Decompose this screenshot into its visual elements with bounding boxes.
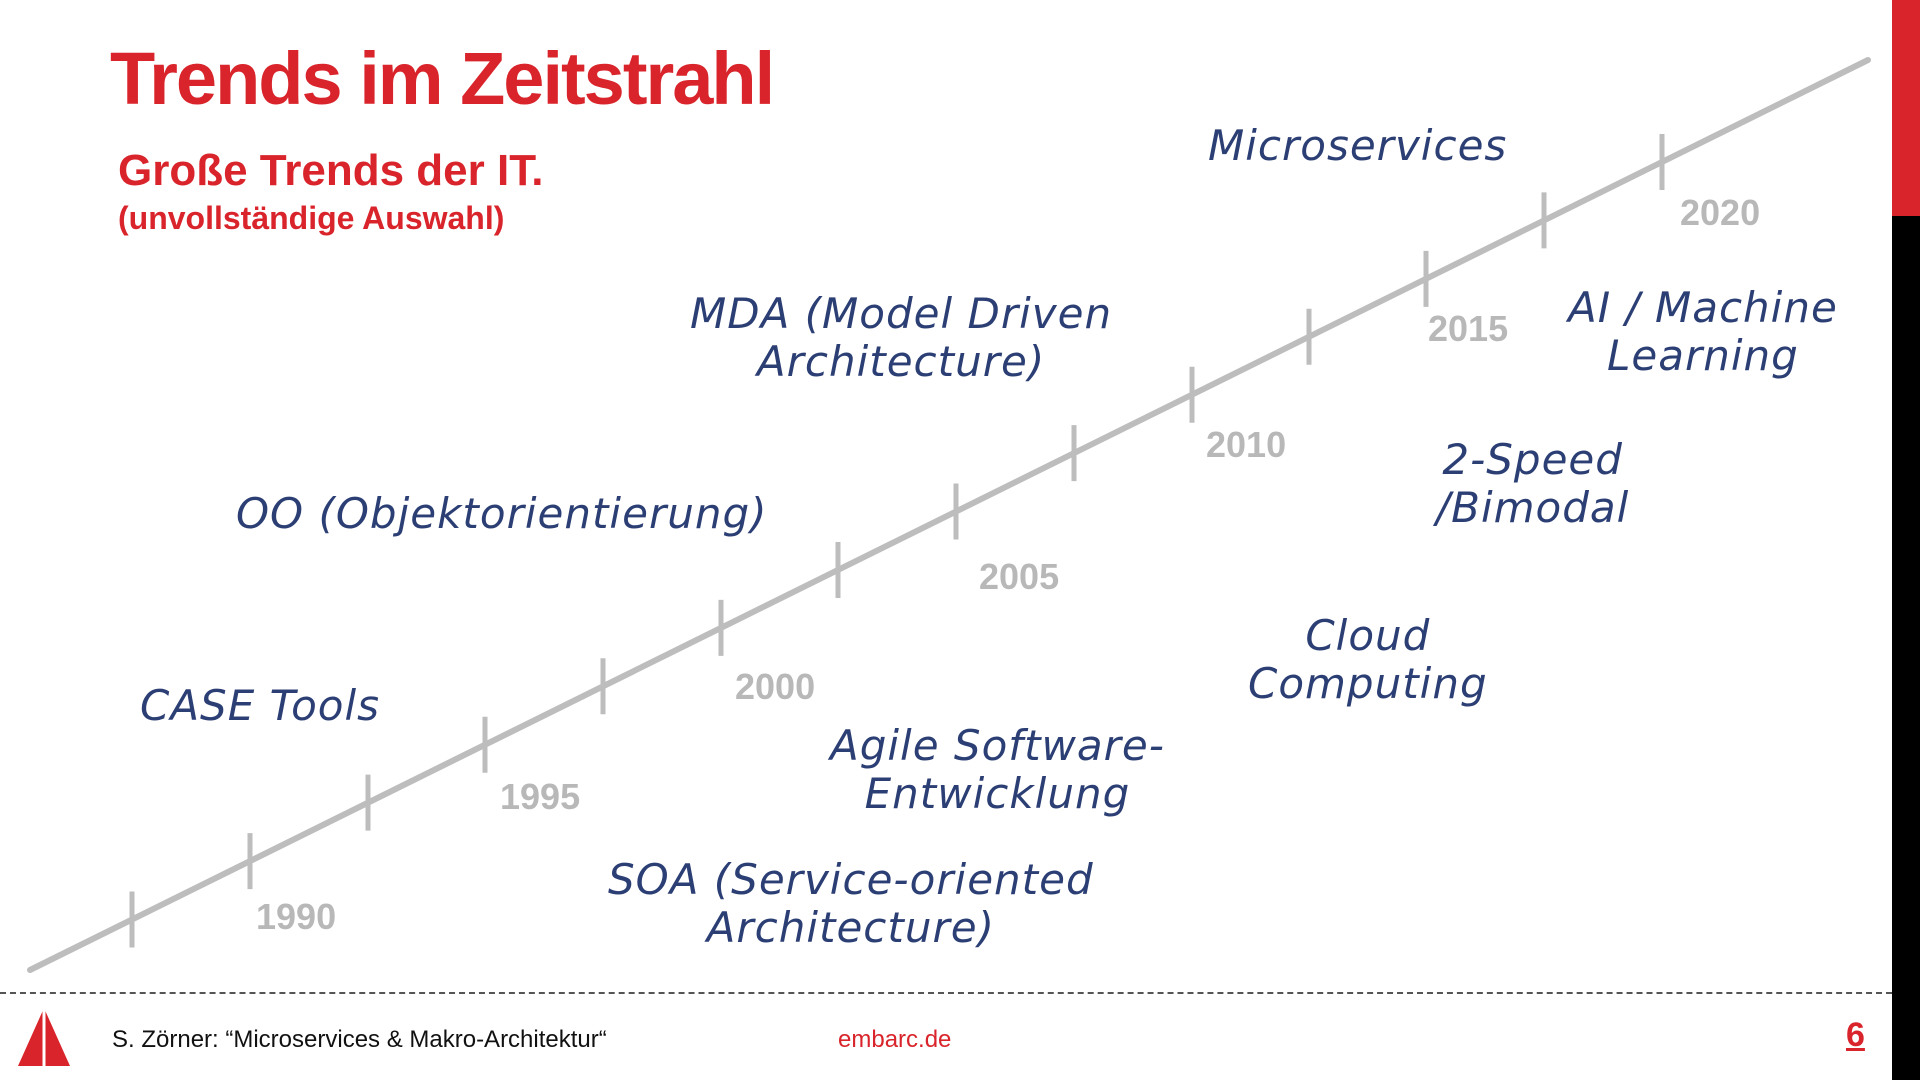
trend-cloud-computing: Cloud Computing xyxy=(1248,612,1488,708)
year-label-1990: 1990 xyxy=(256,896,337,937)
timeline-arrow xyxy=(27,57,1871,973)
year-label-1995: 1995 xyxy=(500,776,581,817)
trend-line: Cloud xyxy=(1305,611,1431,660)
trend-line: Agile Software- xyxy=(830,721,1165,770)
trend-line: OO (Objektorientierung) xyxy=(236,489,768,538)
footer-website: embarc.de xyxy=(838,1026,952,1053)
slide-subtitle-note: (unvollständige Auswahl) xyxy=(118,200,505,236)
side-accent-bar xyxy=(1892,0,1920,216)
trend-line: Microservices xyxy=(1208,121,1508,170)
slide-title: Trends im Zeitstrahl xyxy=(110,37,775,120)
year-label-2020: 2020 xyxy=(1680,192,1761,233)
trend-line: AI / Machine xyxy=(1568,283,1838,332)
year-label-2000: 2000 xyxy=(735,666,816,707)
trend-two-speed-bimodal: 2-Speed /Bimodal xyxy=(1436,436,1629,532)
embarc-logo-icon xyxy=(18,1008,70,1066)
side-dark-bar xyxy=(1892,216,1920,1080)
year-label-2005: 2005 xyxy=(979,556,1060,597)
trend-line: Architecture) xyxy=(706,903,995,952)
trend-soa: SOA (Service-oriented Architecture) xyxy=(608,856,1094,952)
trend-microservices: Microservices xyxy=(1208,122,1507,170)
trend-line: 2-Speed xyxy=(1442,435,1623,484)
slide-subtitle: Große Trends der IT. xyxy=(118,146,544,195)
trend-line: Learning xyxy=(1606,331,1799,380)
footer-divider xyxy=(0,992,1892,994)
trend-line: Computing xyxy=(1248,659,1488,708)
timeline-ticks xyxy=(129,133,1665,948)
trend-line: SOA (Service-oriented xyxy=(608,855,1094,904)
trend-line: MDA (Model Driven xyxy=(690,289,1113,338)
year-label-2010: 2010 xyxy=(1206,424,1287,465)
trend-line: /Bimodal xyxy=(1436,483,1630,532)
timeline-line xyxy=(27,57,1871,973)
trend-line: Architecture) xyxy=(756,337,1046,386)
trend-line: Entwicklung xyxy=(864,769,1131,818)
footer-presentation-title: S. Zörner: “Microservices & Makro-Archit… xyxy=(112,1026,607,1053)
trend-object-orientation: OO (Objektorientierung) xyxy=(236,490,768,538)
trend-agile: Agile Software- Entwicklung xyxy=(830,722,1165,818)
trend-case-tools: CASE Tools xyxy=(140,682,380,730)
year-label-2015: 2015 xyxy=(1428,308,1509,349)
trend-line: CASE Tools xyxy=(140,681,381,730)
trend-mda: MDA (Model Driven Architecture) xyxy=(690,290,1112,386)
trend-ai-machine-learning: AI / Machine Learning xyxy=(1568,284,1838,380)
page-number: 6 xyxy=(1846,1016,1865,1054)
